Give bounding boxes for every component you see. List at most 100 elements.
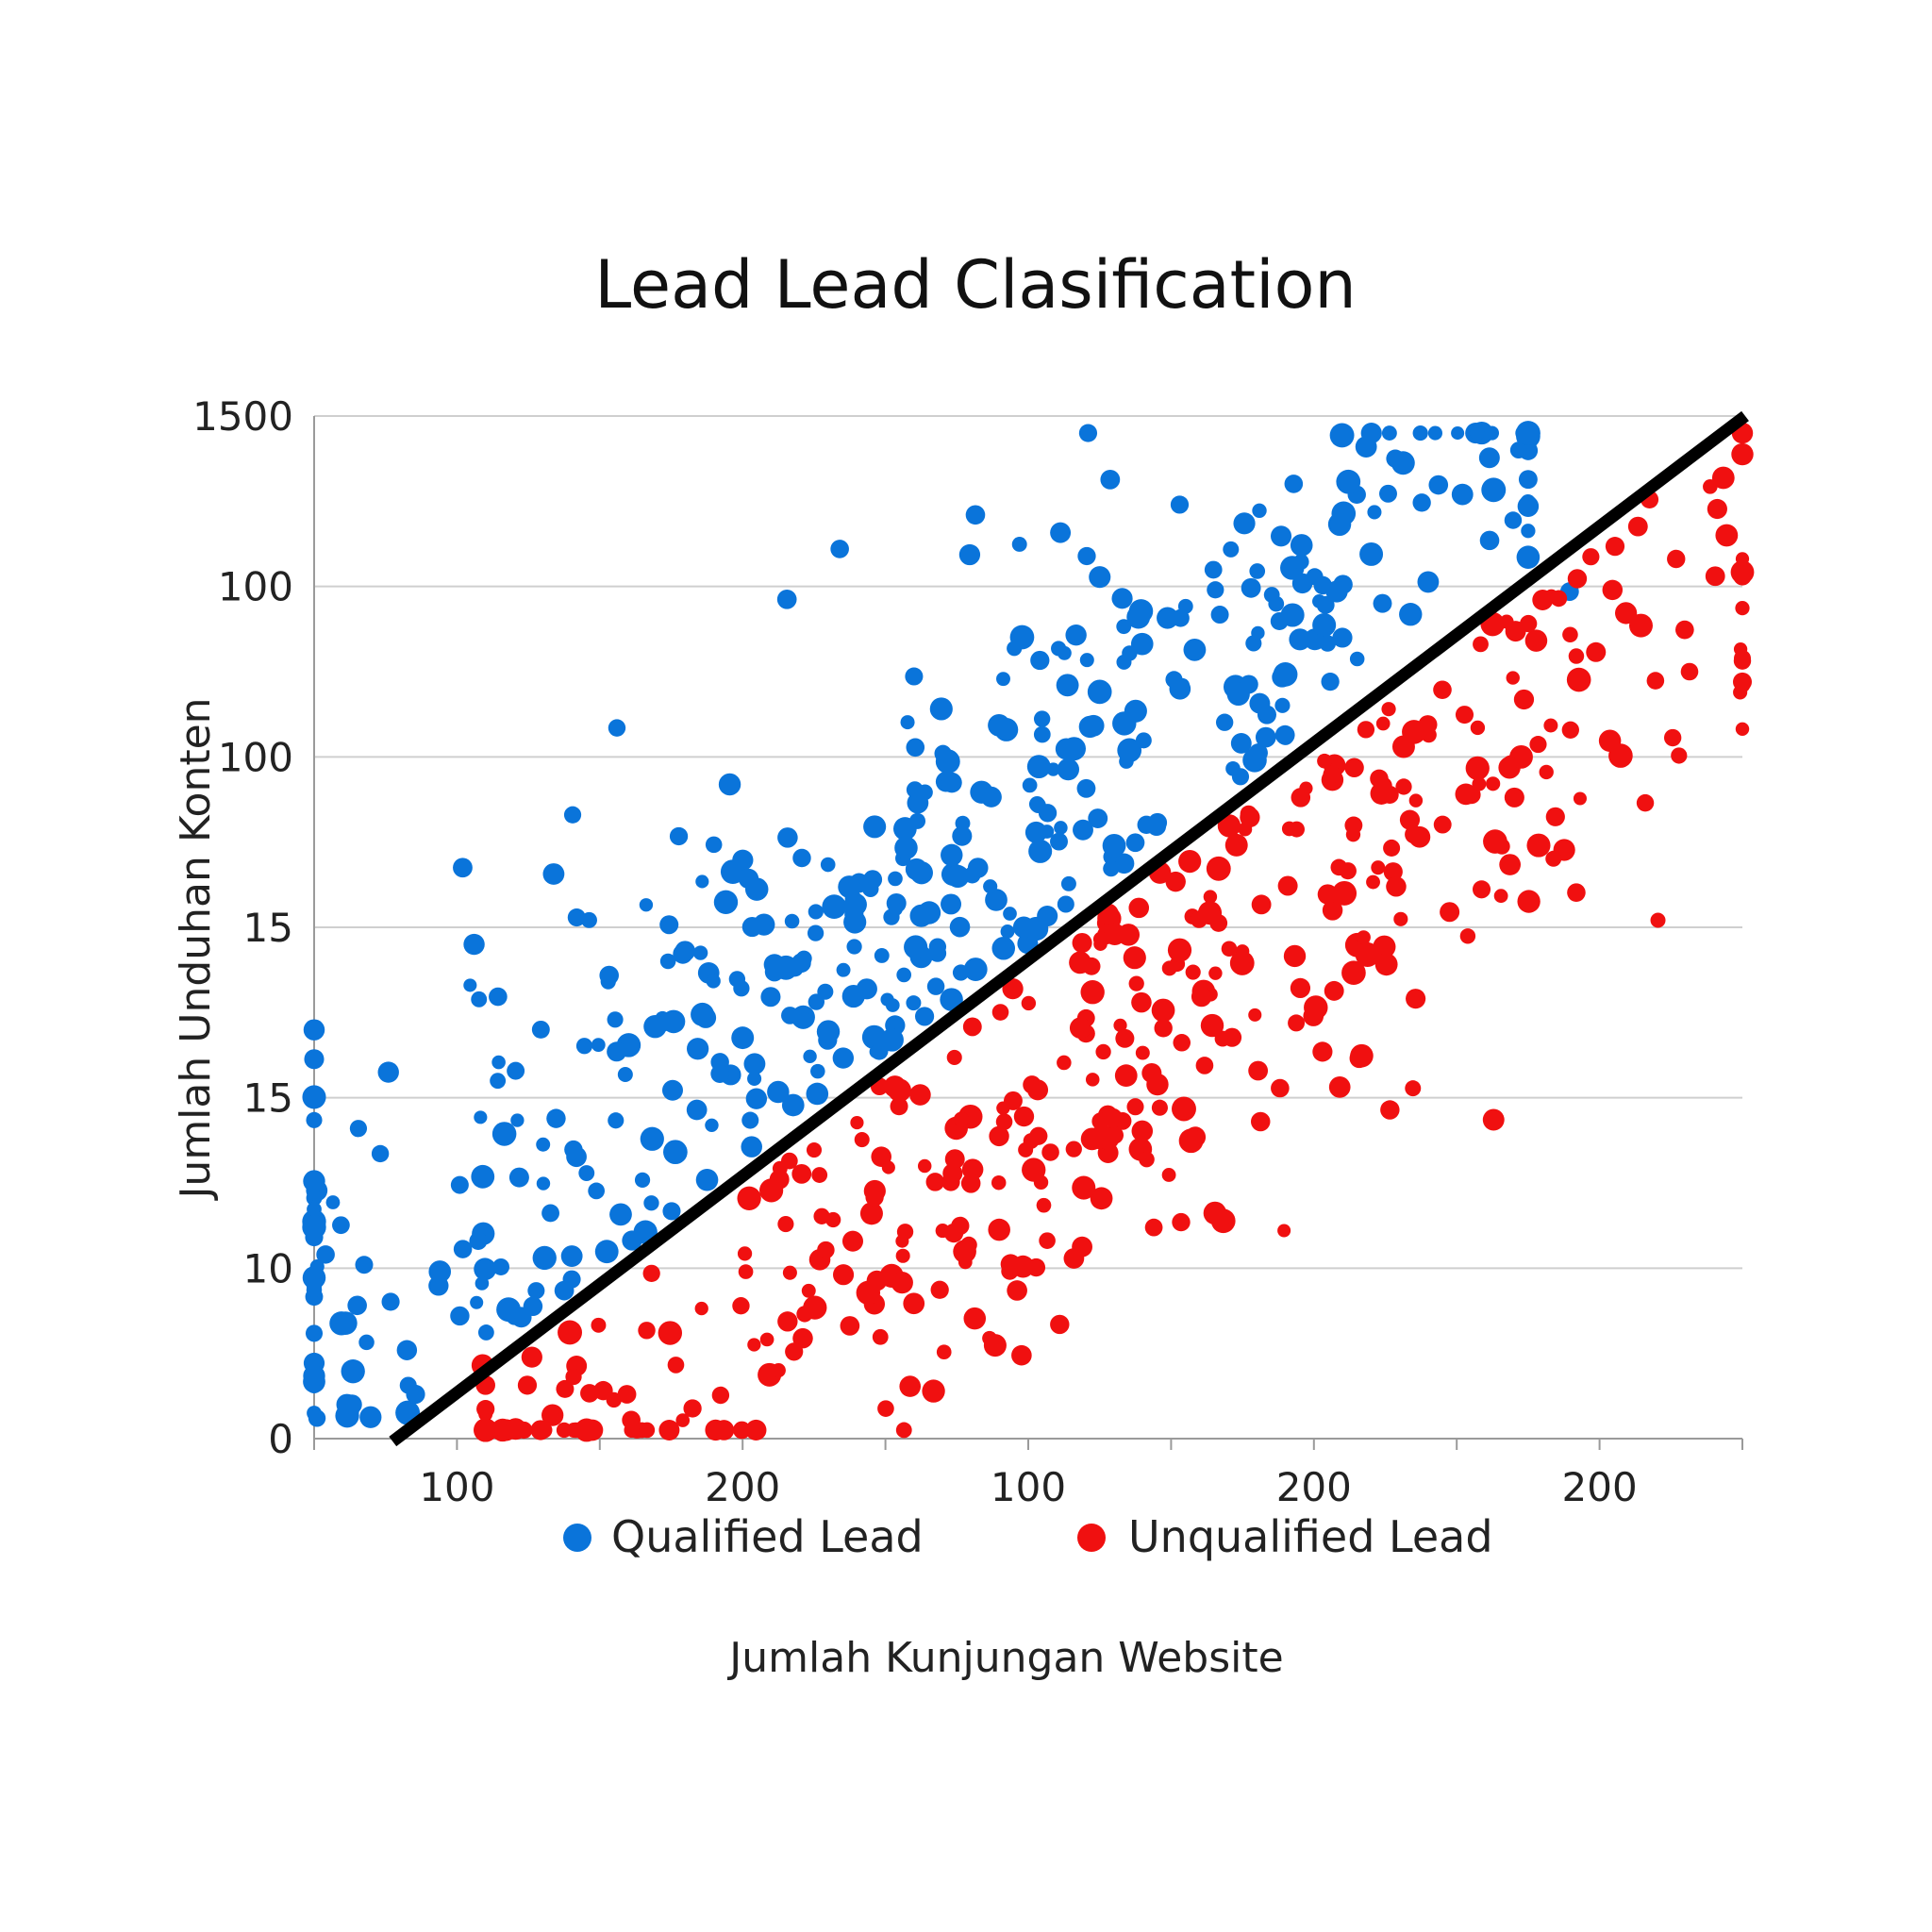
data-point	[784, 913, 800, 929]
data-point	[695, 1168, 719, 1191]
data-point	[594, 1240, 619, 1264]
data-point	[808, 904, 824, 920]
data-point	[1316, 595, 1335, 614]
data-point	[772, 1160, 788, 1176]
legend-label-qualified: Qualified Lead	[611, 1511, 924, 1562]
data-point	[358, 1334, 375, 1351]
data-point	[806, 1142, 823, 1158]
data-point	[1399, 809, 1421, 830]
data-point	[811, 1167, 828, 1183]
data-point	[822, 894, 847, 919]
x-tick-label: 100	[991, 1464, 1066, 1510]
data-point	[1472, 776, 1487, 791]
data-point	[926, 977, 945, 995]
data-point	[491, 1257, 509, 1275]
data-point	[1386, 449, 1405, 468]
data-point	[607, 1041, 627, 1062]
x-tick-label: 200	[1276, 1464, 1352, 1510]
data-point	[489, 987, 508, 1007]
data-point	[1135, 732, 1152, 749]
data-point	[777, 1311, 798, 1332]
data-point	[1359, 541, 1384, 566]
data-point	[1065, 624, 1087, 646]
data-point	[1270, 525, 1292, 547]
data-point	[890, 1097, 908, 1116]
data-point	[563, 806, 582, 824]
data-point	[982, 1330, 997, 1346]
data-point	[1470, 425, 1485, 441]
data-point	[1144, 1218, 1163, 1237]
data-point	[1582, 548, 1600, 566]
data-point	[1360, 422, 1382, 444]
data-point	[733, 980, 750, 997]
data-point	[1451, 426, 1465, 441]
data-point	[1080, 980, 1105, 1005]
data-point	[575, 1418, 599, 1442]
data-point	[450, 1306, 470, 1326]
y-axis-label: Jumlah Unduhan Konten	[172, 697, 220, 1201]
data-point	[1732, 564, 1753, 585]
data-point	[1289, 628, 1311, 651]
data-point	[1329, 423, 1355, 448]
y-tick-label: 100	[218, 564, 293, 610]
data-point	[1567, 883, 1586, 902]
data-point	[1529, 736, 1547, 754]
data-point	[1573, 791, 1587, 806]
data-point	[718, 773, 741, 796]
data-point	[325, 1195, 341, 1209]
data-point	[1408, 825, 1431, 848]
data-point	[1028, 839, 1053, 863]
data-point	[336, 1393, 358, 1416]
data-point	[1178, 1128, 1204, 1154]
data-point	[1539, 764, 1554, 780]
data-point	[643, 1014, 667, 1039]
data-point	[1207, 581, 1224, 599]
data-point	[1057, 1055, 1072, 1071]
data-point	[1486, 776, 1501, 791]
data-point	[958, 543, 981, 566]
data-point	[996, 672, 1010, 687]
data-point	[541, 1204, 559, 1223]
data-point	[1328, 1076, 1351, 1098]
data-point	[1277, 728, 1294, 745]
data-point	[566, 1146, 587, 1168]
data-point	[1057, 895, 1074, 913]
data-point	[1146, 1073, 1169, 1096]
boundary-line	[389, 410, 1749, 1447]
data-point	[1078, 424, 1098, 442]
data-point	[891, 1271, 913, 1294]
data-point	[1173, 1033, 1191, 1052]
data-point	[471, 1164, 495, 1189]
data-point	[1090, 1187, 1113, 1210]
data-point	[1154, 1019, 1173, 1038]
data-point	[760, 987, 781, 1008]
data-point	[803, 1049, 817, 1064]
data-point	[1516, 545, 1541, 569]
data-point	[1473, 636, 1489, 653]
data-point	[713, 890, 739, 915]
data-point	[962, 1017, 982, 1037]
data-point	[527, 1282, 545, 1300]
data-point	[807, 924, 824, 941]
data-point	[713, 1420, 735, 1441]
data-point	[1324, 980, 1344, 1001]
data-point	[675, 941, 696, 962]
data-point	[692, 945, 708, 960]
data-point	[695, 1007, 717, 1028]
chart-title: Lead Lead Clasification	[594, 246, 1357, 324]
data-point	[1030, 650, 1050, 671]
data-point	[841, 1230, 864, 1252]
data-point	[753, 913, 775, 936]
data-point	[1203, 890, 1218, 904]
data-point	[1312, 1041, 1333, 1062]
data-point	[907, 791, 929, 814]
data-point	[1356, 930, 1371, 945]
data-point	[940, 988, 963, 1011]
data-point	[1225, 760, 1241, 776]
data-point	[308, 1409, 326, 1427]
data-point	[507, 1061, 525, 1080]
data-point	[1197, 904, 1217, 924]
data-point	[517, 1375, 538, 1395]
data-point	[1011, 1344, 1032, 1366]
data-point	[1079, 653, 1094, 668]
